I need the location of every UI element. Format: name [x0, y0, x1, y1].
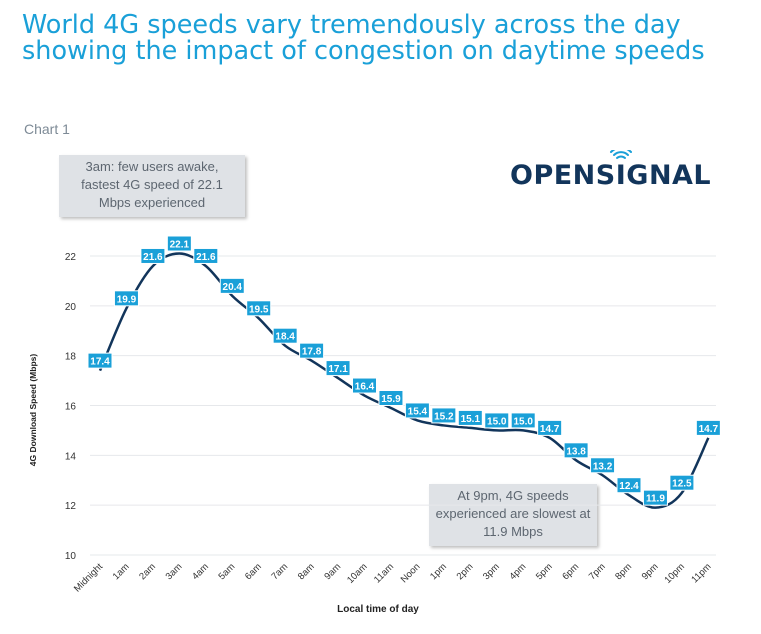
- data-label-box: [537, 419, 563, 436]
- data-label: 15.1: [461, 414, 481, 425]
- x-tick-label: 6am: [243, 561, 264, 582]
- data-label-box: [642, 489, 668, 506]
- annotation-peak: 3am: few users awake, fastest 4G speed o…: [59, 155, 245, 217]
- chart-subtitle: Chart 1: [24, 121, 70, 137]
- y-tick-label: 22: [65, 252, 77, 263]
- data-label: 16.4: [355, 382, 375, 393]
- data-label-box: [457, 409, 483, 426]
- data-label-box: [431, 407, 457, 424]
- data-label: 14.7: [540, 424, 560, 435]
- data-label-box: [87, 352, 113, 369]
- data-label-box: [510, 412, 536, 429]
- x-tick-label: 10am: [345, 561, 370, 586]
- data-label-box: [140, 247, 166, 264]
- data-label: 21.6: [196, 252, 216, 263]
- data-label: 22.1: [170, 240, 190, 251]
- data-label-box: [563, 442, 589, 459]
- data-label: 15.2: [434, 411, 454, 422]
- data-label: 17.1: [328, 364, 348, 375]
- x-tick-label: 2am: [137, 561, 158, 582]
- x-tick-label: 10pm: [662, 561, 687, 586]
- data-label: 18.4: [275, 332, 295, 343]
- y-tick-label: 14: [65, 451, 77, 462]
- x-tick-label: 4am: [190, 561, 211, 582]
- data-label: 20.4: [223, 282, 243, 293]
- x-tick-label: 4pm: [507, 561, 528, 582]
- x-axis-title: Local time of day: [337, 604, 419, 615]
- x-tick-label: 11am: [372, 561, 396, 585]
- x-tick-label: 2pm: [455, 561, 476, 582]
- data-label: 17.8: [302, 347, 322, 358]
- data-label-box: [325, 360, 351, 377]
- data-label: 21.6: [143, 252, 163, 263]
- data-label-box: [299, 342, 325, 359]
- data-label: 12.5: [672, 479, 692, 490]
- data-label-box: [219, 277, 245, 294]
- x-tick-label: 3am: [164, 561, 185, 582]
- x-tick-label: 9pm: [640, 561, 661, 582]
- x-tick-label: 6pm: [560, 561, 581, 582]
- data-label: 19.5: [249, 304, 269, 315]
- data-label-box: [695, 419, 721, 436]
- chart-title: World 4G speeds vary tremendously across…: [22, 10, 705, 66]
- data-label-box: [166, 235, 192, 252]
- data-label-box: [404, 402, 430, 419]
- data-label-box: [113, 290, 139, 307]
- x-tick-label: 7pm: [587, 561, 608, 582]
- data-label: 15.0: [487, 416, 507, 427]
- wifi-signal-icon: [610, 150, 632, 159]
- x-tick-label: Midnight: [72, 561, 105, 594]
- y-tick-label: 18: [65, 352, 77, 363]
- data-label-box: [616, 477, 642, 494]
- data-label-box: [193, 247, 219, 264]
- x-tick-label: 5pm: [534, 561, 555, 582]
- data-label-box: [352, 377, 377, 394]
- data-label: 15.4: [408, 406, 428, 417]
- x-tick-label: 8am: [296, 561, 317, 582]
- data-label-box: [590, 457, 616, 474]
- x-tick-label: 9am: [322, 561, 343, 582]
- data-label: 11.9: [646, 494, 665, 505]
- opensignal-logo: OPENSIGNAL: [510, 150, 711, 191]
- data-label: 14.7: [699, 424, 719, 435]
- y-tick-label: 10: [65, 551, 77, 562]
- data-label-box: [484, 412, 510, 429]
- x-tick-label: 8pm: [613, 561, 634, 582]
- x-tick-label: 5am: [217, 561, 238, 582]
- y-axis-title: 4G Download Speed (Mbps): [28, 354, 38, 467]
- data-label: 13.2: [593, 461, 613, 472]
- data-label: 17.4: [90, 357, 110, 368]
- data-label: 12.4: [619, 481, 639, 492]
- data-label: 15.0: [513, 416, 533, 427]
- x-tick-label: 3pm: [481, 561, 502, 582]
- x-tick-label: 1am: [111, 561, 132, 582]
- x-tick-label: Noon: [399, 561, 423, 585]
- logo-text: OPENSIGNAL: [510, 160, 711, 191]
- data-label: 13.8: [566, 446, 586, 457]
- y-tick-label: 16: [65, 402, 77, 413]
- data-label-box: [272, 327, 298, 344]
- series-line: [98, 252, 710, 509]
- data-label: 15.9: [381, 394, 401, 405]
- data-label-box: [378, 389, 404, 406]
- x-tick-label: 11pm: [689, 561, 713, 585]
- data-label-box: [669, 474, 695, 491]
- data-label: 19.9: [117, 294, 137, 305]
- x-tick-label: 7am: [269, 561, 290, 582]
- x-tick-label: 1pm: [428, 561, 449, 582]
- annotation-trough: At 9pm, 4G speeds experienced are slowes…: [429, 484, 597, 546]
- y-tick-label: 20: [65, 302, 77, 313]
- y-tick-label: 12: [65, 501, 77, 512]
- data-label-box: [246, 300, 272, 317]
